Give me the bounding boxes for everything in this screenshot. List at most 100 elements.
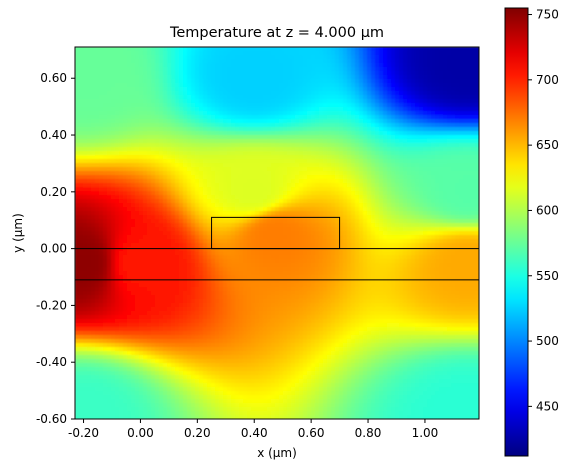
heatmap-cell xyxy=(259,155,264,160)
heatmap-cell xyxy=(231,203,236,208)
heatmap-cell xyxy=(295,91,300,96)
heatmap-cell xyxy=(443,199,448,204)
heatmap-cell xyxy=(323,167,328,172)
heatmap-cell xyxy=(127,127,132,132)
heatmap-cell xyxy=(347,119,352,124)
heatmap-cell xyxy=(347,195,352,200)
heatmap-cell xyxy=(251,135,256,140)
heatmap-cell xyxy=(319,103,324,108)
heatmap-cell xyxy=(375,67,380,72)
heatmap-cell xyxy=(95,199,100,204)
heatmap-cell xyxy=(363,91,368,96)
heatmap-cell xyxy=(227,211,232,216)
heatmap-cell xyxy=(179,211,184,216)
heatmap-cell xyxy=(331,151,336,156)
heatmap-cell xyxy=(91,203,96,208)
heatmap-cell xyxy=(143,63,148,68)
heatmap-cell xyxy=(179,235,184,240)
heatmap-cell xyxy=(107,207,112,212)
heatmap-cell xyxy=(111,235,116,240)
heatmap-cell xyxy=(199,119,204,124)
heatmap-cell xyxy=(371,235,376,240)
heatmap-cell xyxy=(435,123,440,128)
heatmap-cell xyxy=(119,147,124,152)
heatmap-cell xyxy=(375,155,380,160)
heatmap-cell xyxy=(315,111,320,116)
heatmap-cell xyxy=(467,167,472,172)
heatmap-cell xyxy=(183,71,188,76)
heatmap-cell xyxy=(419,239,424,244)
heatmap-cell xyxy=(295,127,300,132)
heatmap-cell xyxy=(423,199,428,204)
heatmap-cell xyxy=(255,211,260,216)
heatmap-cell xyxy=(291,107,296,112)
heatmap-cell xyxy=(99,63,104,68)
heatmap-cell xyxy=(171,199,176,204)
heatmap-cell xyxy=(423,219,428,224)
heatmap-cell xyxy=(199,171,204,176)
heatmap-cell xyxy=(455,179,460,184)
heatmap-cell xyxy=(95,183,100,188)
heatmap-cell xyxy=(131,111,136,116)
heatmap-cell xyxy=(363,191,368,196)
heatmap-cell xyxy=(227,191,232,196)
heatmap-cell xyxy=(83,151,88,156)
heatmap-cell xyxy=(143,235,148,240)
heatmap-cell xyxy=(287,239,292,244)
heatmap-cell xyxy=(83,171,88,176)
heatmap-cell xyxy=(355,223,360,228)
heatmap-cell xyxy=(427,139,432,144)
heatmap-cell xyxy=(371,135,376,140)
heatmap-cell xyxy=(223,111,228,116)
heatmap-cell xyxy=(379,163,384,168)
heatmap-cell xyxy=(347,139,352,144)
heatmap-cell xyxy=(399,195,404,200)
heatmap-cell xyxy=(303,63,308,68)
heatmap-cell xyxy=(391,183,396,188)
heatmap-cell xyxy=(395,159,400,164)
heatmap-cell xyxy=(291,239,296,244)
heatmap-cell xyxy=(411,207,416,212)
heatmap-cell xyxy=(307,87,312,92)
heatmap-cell xyxy=(283,183,288,188)
heatmap-cell xyxy=(351,127,356,132)
heatmap-cell xyxy=(371,239,376,244)
heatmap-cell xyxy=(179,123,184,128)
heatmap-cell xyxy=(327,115,332,120)
heatmap-cell xyxy=(87,195,92,200)
heatmap-cell xyxy=(83,51,88,56)
heatmap-cell xyxy=(315,91,320,96)
heatmap-cell xyxy=(131,127,136,132)
heatmap-cell xyxy=(227,199,232,204)
heatmap-cell xyxy=(199,151,204,156)
heatmap-cell xyxy=(399,143,404,148)
heatmap-cell xyxy=(267,95,272,100)
heatmap-cell xyxy=(239,223,244,228)
heatmap-cell xyxy=(83,219,88,224)
heatmap-cell xyxy=(447,219,452,224)
heatmap-cell xyxy=(427,79,432,84)
heatmap-cell xyxy=(287,151,292,156)
heatmap-cell xyxy=(235,79,240,84)
heatmap-cell xyxy=(415,227,420,232)
heatmap-cell xyxy=(123,135,128,140)
heatmap-cell xyxy=(447,231,452,236)
heatmap-cell xyxy=(339,227,344,232)
heatmap-cell xyxy=(439,55,444,60)
heatmap-cell xyxy=(123,47,128,52)
heatmap-cell xyxy=(391,187,396,192)
heatmap-cell xyxy=(207,111,212,116)
heatmap-cell xyxy=(459,159,464,164)
heatmap-cell xyxy=(427,183,432,188)
heatmap-cell xyxy=(163,71,168,76)
heatmap-cell xyxy=(263,87,268,92)
heatmap-cell xyxy=(423,91,428,96)
heatmap-cell xyxy=(115,95,120,100)
heatmap-cell xyxy=(347,239,352,244)
heatmap-cell xyxy=(447,203,452,208)
heatmap-cell xyxy=(247,163,252,168)
heatmap-cell xyxy=(311,203,316,208)
heatmap-cell xyxy=(411,155,416,160)
heatmap-cell xyxy=(347,179,352,184)
heatmap-cell xyxy=(139,139,144,144)
